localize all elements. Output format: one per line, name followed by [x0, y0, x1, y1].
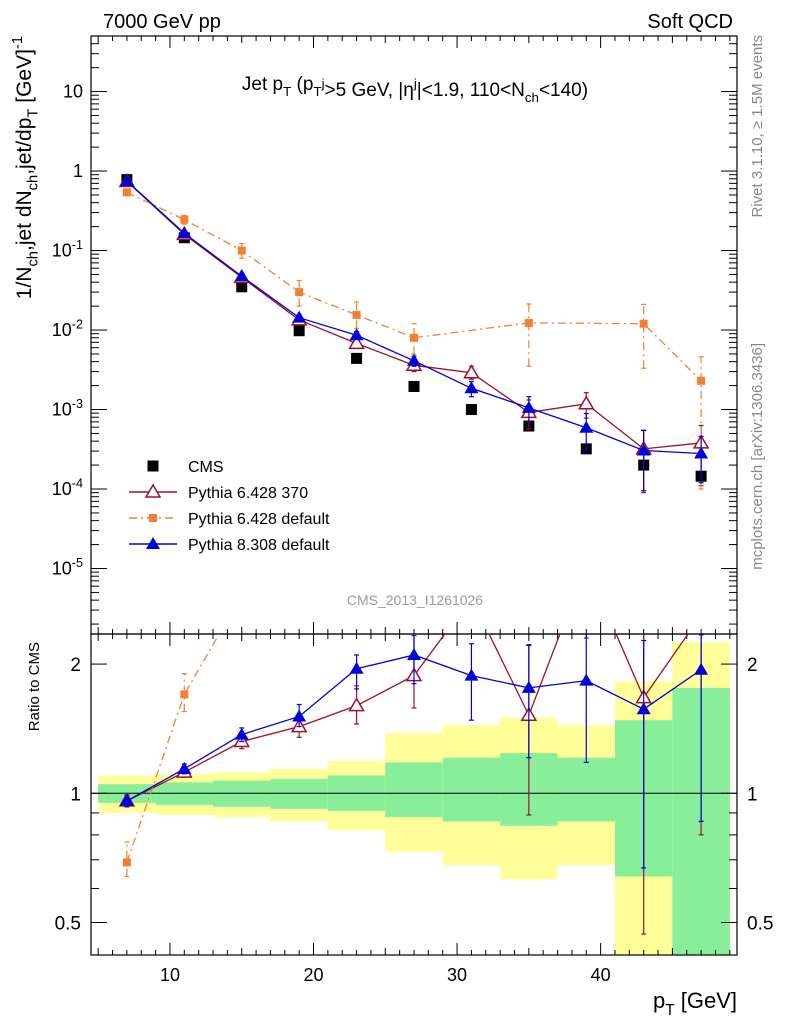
ratio-series-pythia-8-308-default [119, 634, 709, 869]
data-point [293, 325, 305, 337]
data-point [292, 310, 307, 323]
main-series-layer [118, 172, 710, 494]
ratio-point [348, 697, 365, 712]
series-line [126, 180, 702, 450]
ratio-bands [98, 642, 730, 955]
y-tick-label: 1 [73, 161, 83, 181]
series-line [126, 191, 702, 382]
ratio-point [579, 673, 594, 686]
y-tick-label: 1 [70, 784, 81, 805]
legend-label: Pythia 6.428 default [188, 511, 330, 528]
y-tick-label: 2 [747, 655, 758, 676]
data-point [348, 334, 365, 350]
x-tick-label: 30 [447, 965, 467, 985]
y-tick-label: 0.5 [747, 913, 773, 934]
y-tick-label: 1 [747, 784, 758, 805]
y-tick-label: 10 [63, 82, 83, 102]
data-point [177, 226, 192, 239]
y-tick-label: 10-2 [52, 317, 83, 340]
data-point [465, 404, 477, 416]
y-tick-label: 10-4 [52, 476, 83, 499]
legend-label: Pythia 6.428 370 [188, 485, 308, 502]
ratio-point [122, 858, 131, 867]
data-point [521, 400, 536, 413]
data-point [295, 288, 304, 297]
header-left: 7000 GeV pp [103, 11, 221, 33]
data-point [352, 310, 361, 319]
main-panel: 10-5 10-4 10-3 10-2 10-1 1 10 1/Nch,jet dNch,je… [10, 35, 738, 635]
ratio-line [126, 634, 220, 863]
data-point [636, 443, 651, 456]
data-point [464, 381, 479, 394]
data-point [579, 420, 594, 433]
ratio-point [238, 591, 246, 599]
ratio-point [694, 608, 708, 620]
band-inner [270, 778, 328, 809]
y-tick-label: 0.5 [55, 913, 81, 934]
legend-marker [149, 514, 157, 522]
ratio-point [464, 668, 479, 681]
header-right: Soft QCD [647, 11, 733, 33]
ratio-point [180, 690, 189, 699]
data-point [180, 215, 189, 224]
data-point [351, 352, 363, 364]
side-label-mcplots: mcplots.cern.ch [arXiv:1306.3436] [749, 343, 766, 570]
series-cms [121, 174, 707, 482]
band-inner [557, 757, 615, 822]
data-point [234, 269, 249, 282]
ratio-point [579, 558, 593, 570]
side-label-rivet: Rivet 3.1.10, ≥ 1.5M events [749, 35, 766, 218]
x-tick-label: 20 [303, 965, 323, 985]
ratio-point [234, 727, 249, 740]
ratio-point [349, 661, 364, 674]
data-point [408, 380, 420, 392]
y-tick-label: 10-3 [52, 397, 83, 420]
data-point [237, 246, 246, 255]
legend-marker [147, 460, 159, 472]
legend-label: CMS [188, 459, 224, 476]
ratio-series-pythia-6-428-default [122, 591, 246, 878]
plot-title: Jet pT (pTj>5 GeV, |ηj|<1.9, 110<Nch<140… [242, 74, 588, 105]
data-point [694, 446, 709, 459]
ratio-y-axis-label: Ratio to CMS [26, 642, 43, 731]
series-pythia-8-308-default [119, 173, 709, 492]
legend-label: Pythia 8.308 default [188, 537, 330, 554]
x-tick-label: 40 [591, 965, 611, 985]
data-point [639, 319, 648, 328]
data-point [577, 395, 595, 410]
watermark: CMS_2013_I1261026 [347, 592, 483, 608]
ratio-point [177, 761, 192, 774]
data-point [119, 173, 134, 186]
data-point [410, 333, 418, 342]
data-point [407, 353, 421, 366]
y-tick-label: 2 [70, 655, 81, 676]
ratio-series-layer [118, 558, 709, 935]
data-point [524, 318, 533, 327]
data-point [463, 364, 480, 379]
legend: CMS Pythia 6.428 370 Pythia 6.428 default P… [129, 459, 330, 554]
data-point [122, 188, 131, 197]
x-axis-label: pT [GeV] [653, 988, 737, 1019]
data-point [697, 376, 706, 385]
legend-marker [146, 537, 160, 549]
ratio-point [292, 709, 307, 722]
data-point [349, 328, 364, 341]
y-axis-label: 1/Nch,jet dNch,jet/dpT [GeV]-1 [10, 36, 42, 299]
series-line [126, 180, 702, 455]
ratio-point [521, 680, 536, 693]
x-tick-label: 10 [160, 965, 180, 985]
band-inner [385, 762, 443, 818]
ratio-point [119, 793, 134, 806]
ratio-point [694, 662, 709, 675]
series-pythia-6-428-default [122, 188, 706, 490]
ratio-point [407, 647, 421, 660]
data-point [236, 281, 248, 293]
legend-marker [144, 483, 162, 498]
y-tick-label: 10-5 [52, 556, 83, 579]
ratio-point [636, 702, 651, 715]
ratio-panel: 10 20 30 40 0.5 0.5 1 1 2 2 pT [GeV] Ratio to CMS [26, 558, 773, 1019]
band-inner [442, 757, 501, 822]
y-tick-label: 10-1 [52, 238, 83, 261]
